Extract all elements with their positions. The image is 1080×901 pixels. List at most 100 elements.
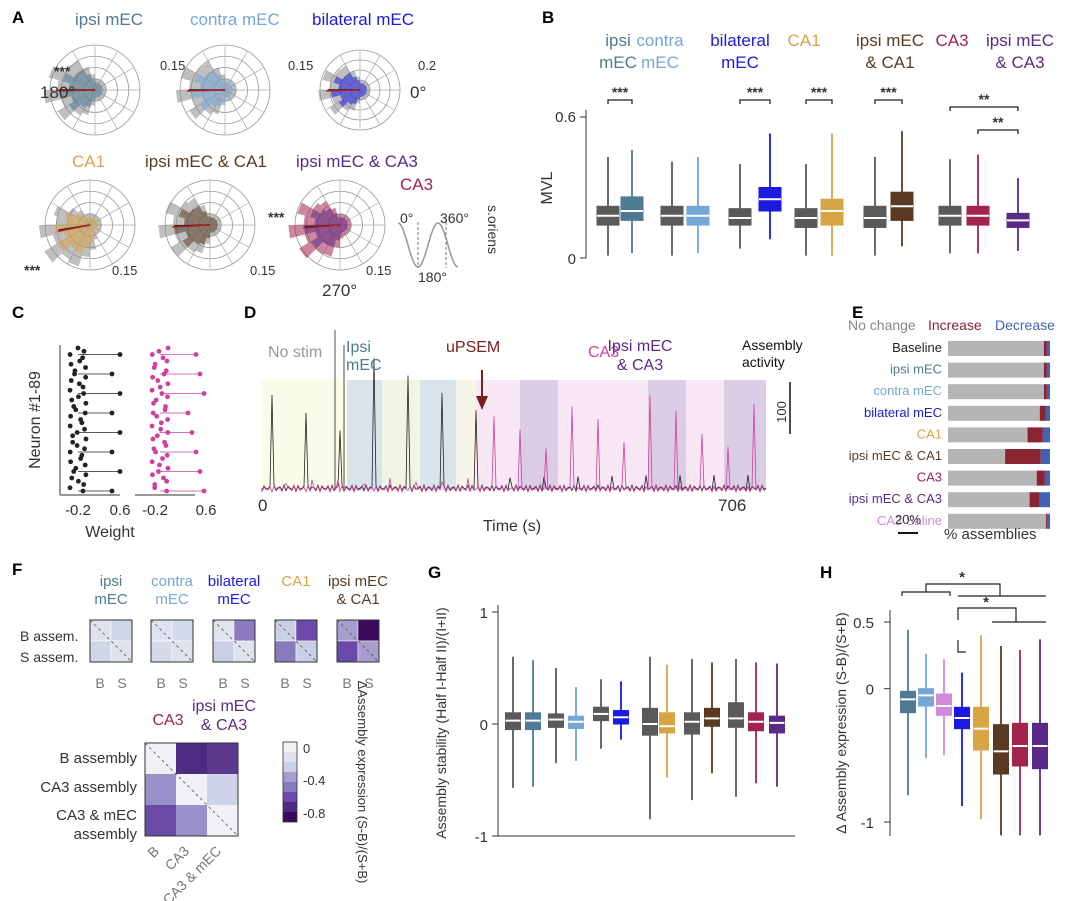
weight-dot [154, 413, 160, 419]
weight-dot [151, 400, 156, 406]
D-label-no-stim: No stim [268, 344, 322, 361]
weight-dot [149, 352, 155, 357]
polar-petal [340, 222, 348, 225]
E-row-label: bilateral mEC [864, 405, 942, 420]
polar-petal [310, 209, 340, 225]
G-box-1 [525, 660, 541, 787]
weight-dot [150, 436, 156, 442]
weight-dot [160, 456, 165, 461]
label-line: mEC [155, 591, 189, 608]
polar-petal [95, 86, 103, 90]
F-diagonal [212, 619, 256, 663]
title-ipsi-mec: ipsi mEC [75, 10, 143, 29]
label-line: bilateral [208, 573, 261, 590]
polar-petal [210, 90, 225, 108]
weight-dot [83, 436, 89, 442]
polar-petal [340, 217, 343, 225]
polar-petal [85, 90, 95, 108]
polar-bilateral-mec [318, 49, 401, 131]
sig-bracket [977, 129, 1019, 134]
polar-petal [340, 225, 348, 229]
polar-petal [87, 217, 90, 225]
polar-petal [202, 210, 210, 225]
E-bar-increase [1036, 470, 1045, 486]
E-bar-no-change [948, 405, 1040, 421]
polar-petal [194, 205, 210, 225]
panel-letter-C: C [12, 303, 24, 322]
radius-label: 0.15 [288, 58, 313, 73]
label-line: mEC [599, 53, 637, 72]
weight-dot [193, 352, 199, 357]
weight-dot [164, 478, 170, 484]
polar-petal [360, 90, 367, 94]
label-line: & CA3 [201, 717, 247, 734]
polar-petal [84, 225, 90, 248]
D-x-start: 0 [258, 496, 267, 515]
polar-petal [340, 217, 344, 225]
weight-dot [82, 462, 88, 468]
polar-petal [95, 84, 102, 90]
B-group-label: ipsi mEC & CA1 [856, 31, 924, 72]
label-line: assembly [74, 826, 138, 843]
label-line: & CA1 [865, 53, 914, 72]
E-bar-no-change [948, 492, 1030, 508]
polar-petal [225, 83, 231, 90]
sig-stars: *** [612, 84, 629, 100]
C-tick: 0.6 [110, 502, 131, 519]
box [728, 702, 744, 728]
F-diagonal [150, 619, 194, 663]
sig-bracket [957, 640, 966, 653]
B-box-10 [938, 159, 962, 254]
panel-letter-A: A [12, 8, 24, 27]
F-cell [357, 619, 380, 642]
polar-petal [340, 225, 343, 235]
B-box-11 [966, 154, 990, 254]
wave-label-360: 360° [440, 210, 469, 226]
weight-dot [74, 430, 80, 435]
weight-dot [71, 469, 77, 474]
label-line: & CA3 [617, 357, 663, 374]
B-box-8 [863, 156, 887, 256]
polar-petal [86, 217, 90, 225]
F-colorbar-step [283, 812, 297, 822]
E-bar-increase [1043, 384, 1047, 400]
polar-petal [347, 90, 360, 105]
F-matrix-3 [274, 619, 318, 663]
weight-dot [81, 348, 87, 354]
polar-petal [352, 90, 360, 105]
wave-label-180: 180° [418, 269, 447, 285]
polar-petal [338, 84, 360, 90]
weight-dot [67, 423, 73, 429]
polar-vector-stim [57, 224, 91, 233]
weight-dot [80, 355, 86, 361]
F-col-label: B [342, 675, 351, 691]
G-box-0 [505, 656, 521, 788]
F-matrix-2 [212, 619, 256, 663]
title-bilateral-mec: bilateral mEC [312, 10, 414, 29]
label-line: ipsi mEC [328, 573, 388, 590]
polar-petal [90, 222, 98, 225]
polar-vector-stim [172, 224, 211, 228]
polar-petal [185, 225, 210, 238]
E-legend-increase: Increase [928, 317, 982, 333]
F-colorbar-step [283, 762, 297, 772]
polar-petal [182, 225, 210, 248]
E-bar-increase [1029, 492, 1040, 508]
F-frame [89, 619, 133, 663]
G-box-4 [593, 679, 609, 749]
H-box-2 [936, 659, 952, 756]
B-group-label: ipsi mEC & CA3 [986, 31, 1054, 72]
E-bar-no-change [948, 362, 1044, 378]
F-colorbar-step [283, 802, 297, 812]
weight-dot [68, 459, 73, 465]
title-ca1: CA1 [72, 152, 105, 171]
F-matrix-0 [89, 619, 133, 663]
polar-petal [210, 225, 217, 231]
weight-dot [68, 413, 74, 419]
weight-dot [109, 449, 115, 455]
F-cell [176, 805, 207, 836]
box [993, 724, 1009, 775]
E-bar-decrease [1046, 513, 1050, 529]
F-cell [145, 774, 176, 805]
E-bar-increase [1043, 341, 1047, 356]
